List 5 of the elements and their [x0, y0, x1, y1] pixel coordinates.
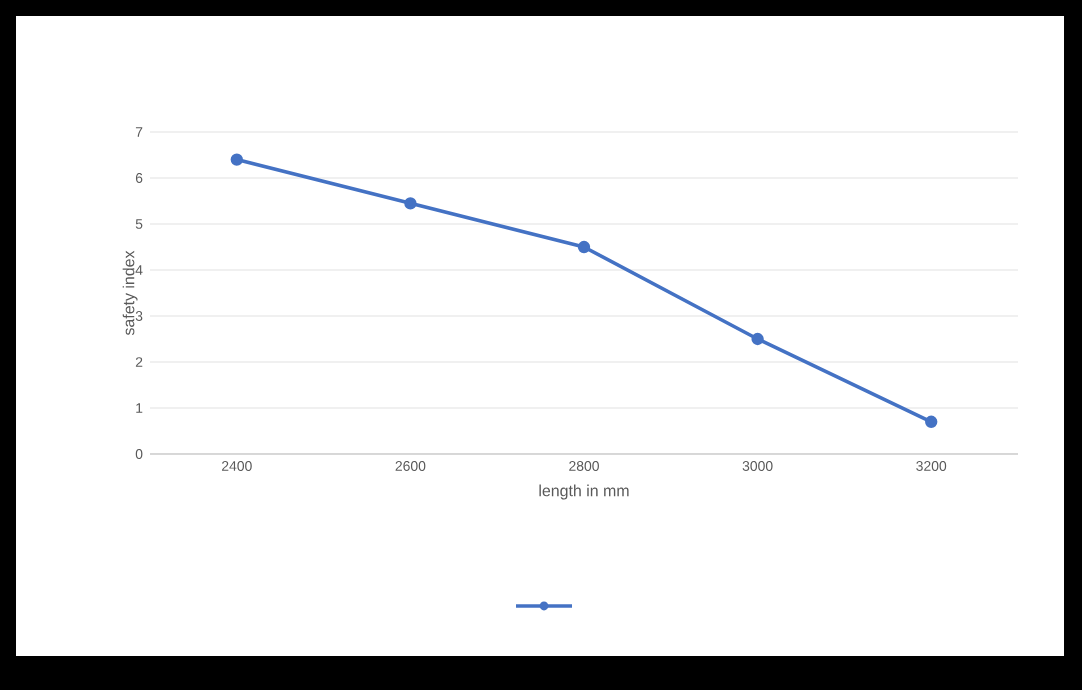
point [925, 415, 938, 428]
point [404, 197, 417, 210]
point [577, 240, 591, 254]
point [230, 153, 243, 166]
point [751, 332, 764, 346]
